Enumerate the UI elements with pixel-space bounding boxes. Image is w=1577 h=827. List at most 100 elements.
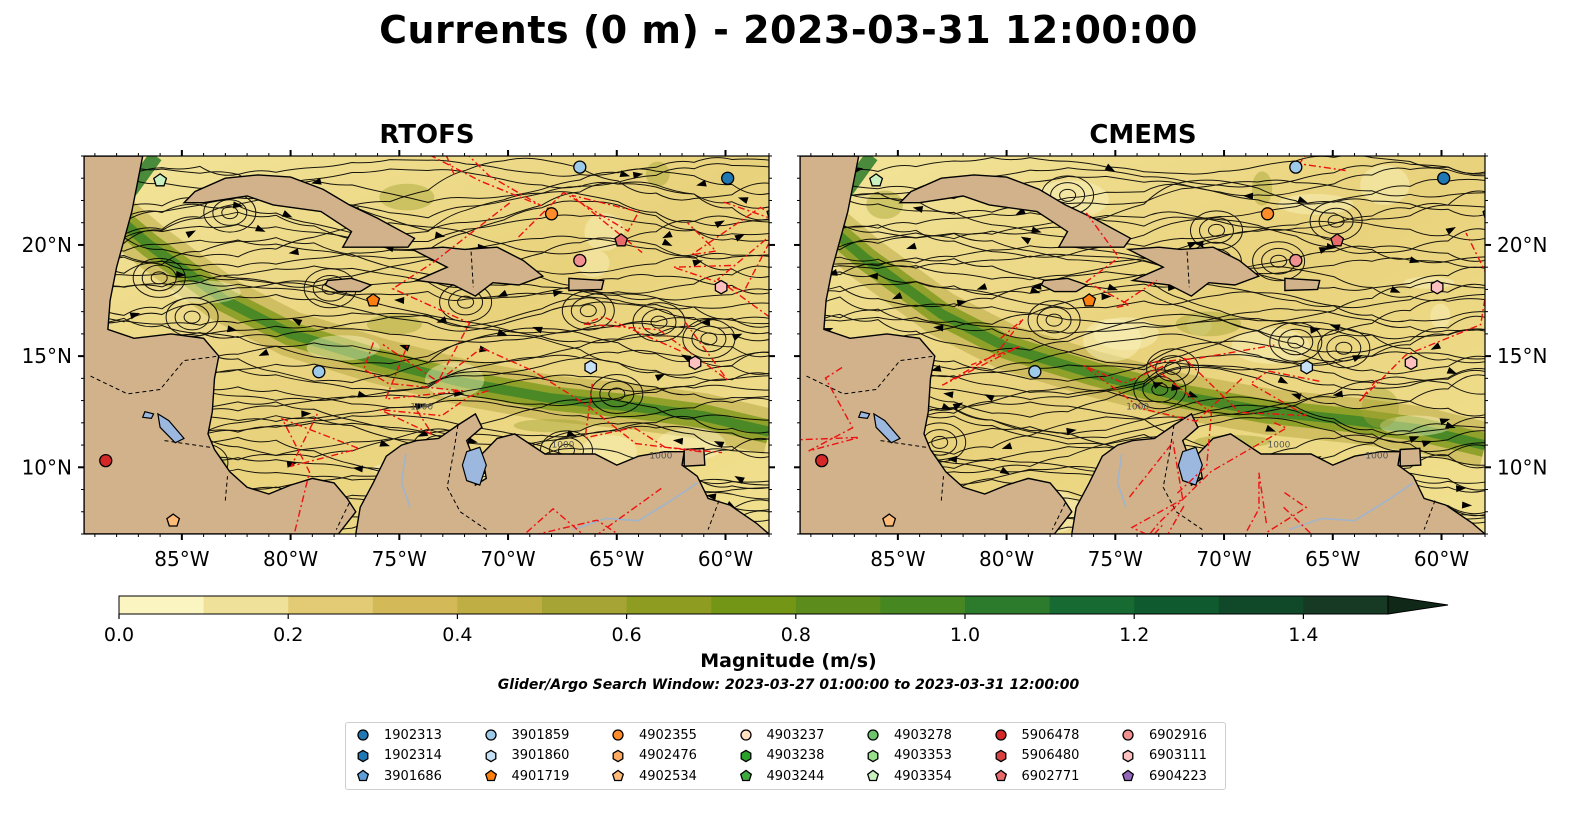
legend-item: 4903354 bbox=[866, 767, 952, 785]
lake-managua bbox=[141, 410, 155, 420]
isobath-label: 1000 bbox=[552, 440, 575, 450]
legend-item-label: 1902313 bbox=[384, 727, 442, 743]
float-marker-4903354 bbox=[153, 173, 168, 187]
colorbar-segment bbox=[542, 596, 628, 614]
float-marker-3901860 bbox=[584, 359, 598, 375]
float-marker-6902916 bbox=[573, 253, 587, 268]
lat-tick-label: 20°N bbox=[1497, 233, 1547, 257]
float-marker-3901859 bbox=[573, 160, 587, 174]
legend-item-label: 4903244 bbox=[766, 768, 825, 784]
float-marker-3901859 bbox=[1028, 365, 1042, 379]
legend-marker bbox=[994, 729, 1007, 741]
legend-item-label: 4901719 bbox=[511, 768, 570, 784]
lat-tick-label: 10°N bbox=[1497, 455, 1547, 479]
pentagon-marker-icon bbox=[994, 769, 1007, 782]
legend-marker bbox=[357, 729, 369, 741]
pentagon-marker-icon bbox=[484, 769, 497, 782]
legend-item: 4901719 bbox=[484, 767, 570, 785]
float-marker-4902534 bbox=[882, 513, 897, 527]
colorbar-segment bbox=[372, 596, 458, 614]
colorbar-label: Magnitude (m/s) bbox=[700, 650, 877, 672]
lake-nicaragua bbox=[873, 412, 901, 444]
isobath-label: 1000 bbox=[1126, 403, 1149, 413]
colorbar-segment bbox=[119, 596, 205, 614]
hexagon-marker-icon bbox=[357, 749, 369, 762]
orinoco-river bbox=[1289, 482, 1414, 531]
circle-marker-icon bbox=[867, 729, 879, 741]
legend-item-label: 3901859 bbox=[511, 727, 570, 743]
float-marker-6902771 bbox=[614, 233, 629, 247]
circle-marker-icon bbox=[484, 729, 497, 741]
lat-tick-label: 15°N bbox=[1497, 344, 1547, 368]
colorbar-segment bbox=[1049, 596, 1135, 614]
axis-ticks bbox=[78, 150, 775, 540]
lon-tick-label: 80°W bbox=[263, 547, 318, 571]
cuba-land bbox=[182, 174, 416, 248]
legend-marker bbox=[867, 729, 879, 741]
lon-tick-label: 70°W bbox=[1196, 547, 1251, 571]
legend-marker bbox=[611, 769, 625, 782]
pentagon-marker-icon bbox=[356, 769, 370, 782]
pentagon-marker-icon bbox=[866, 769, 880, 782]
colorbar-segment bbox=[1303, 596, 1389, 614]
colorbar-segment bbox=[965, 596, 1051, 614]
land-masses bbox=[84, 156, 769, 534]
pentagon-marker-icon bbox=[739, 769, 752, 782]
hexagon-marker-icon bbox=[867, 749, 879, 762]
legend-item: 6902916 bbox=[1121, 726, 1207, 744]
legend-item: 6903111 bbox=[1121, 747, 1207, 765]
lon-tick-label: 65°W bbox=[589, 547, 644, 571]
lake-maracaibo bbox=[461, 446, 487, 486]
legend-item: 1902313 bbox=[356, 726, 442, 744]
isobath-label: 1000 bbox=[649, 451, 672, 461]
country-borders bbox=[806, 251, 1436, 531]
lon-tick-label: 75°W bbox=[1088, 547, 1143, 571]
legend-marker bbox=[739, 729, 752, 741]
legend-marker bbox=[1121, 769, 1135, 782]
legend-item: 4903244 bbox=[739, 767, 825, 785]
float-marker-5906478 bbox=[815, 453, 829, 468]
isobath-label: 1000 bbox=[1268, 440, 1291, 450]
colorbar-segment bbox=[457, 596, 543, 614]
circle-marker-icon bbox=[739, 729, 752, 741]
colorbar-tick-label: 0.8 bbox=[781, 624, 811, 646]
eez-boundaries bbox=[280, 156, 769, 534]
axis-ticks bbox=[794, 150, 1491, 540]
legend-marker bbox=[1122, 729, 1134, 741]
legend-marker bbox=[356, 769, 370, 782]
float-marker-4901719 bbox=[1082, 293, 1097, 307]
legend-marker bbox=[612, 749, 624, 762]
float-marker-6903111 bbox=[714, 279, 728, 295]
float-marker-4903354 bbox=[869, 173, 884, 187]
legend-marker bbox=[357, 749, 369, 762]
float-marker-3901859 bbox=[1289, 160, 1303, 174]
legend-item: 4903278 bbox=[866, 726, 952, 744]
hispaniola-land bbox=[409, 246, 545, 297]
colorbar-segment bbox=[1218, 596, 1304, 614]
legend-item-label: 4903238 bbox=[766, 748, 825, 763]
float-marker-6902916 bbox=[1289, 253, 1303, 268]
colorbar-tick-label: 0.2 bbox=[273, 624, 303, 646]
float-marker-3901859 bbox=[312, 365, 326, 379]
legend-marker bbox=[612, 729, 624, 741]
colorbar-segment bbox=[1134, 596, 1220, 614]
circle-marker-icon bbox=[612, 729, 624, 741]
legend-item-label: 1902314 bbox=[384, 748, 442, 763]
trinidad-land bbox=[683, 447, 706, 467]
lake-nicaragua bbox=[157, 412, 185, 444]
colorbar-frame bbox=[118, 595, 1389, 615]
float-marker-6903111 bbox=[1404, 355, 1418, 371]
float-markers bbox=[815, 160, 1485, 527]
lat-tick-label: 10°N bbox=[22, 455, 72, 479]
lat-tick-label: 15°N bbox=[22, 344, 72, 368]
jamaica-land bbox=[1040, 277, 1089, 293]
legend-marker bbox=[866, 769, 880, 782]
colorbar-segment bbox=[288, 596, 374, 614]
puerto-rico-land bbox=[1284, 277, 1321, 292]
float-markers bbox=[99, 160, 769, 527]
lon-tick-label: 70°W bbox=[480, 547, 535, 571]
legend-item: 4903238 bbox=[739, 747, 825, 765]
circle-marker-icon bbox=[994, 729, 1007, 741]
cuba-land bbox=[898, 174, 1132, 248]
